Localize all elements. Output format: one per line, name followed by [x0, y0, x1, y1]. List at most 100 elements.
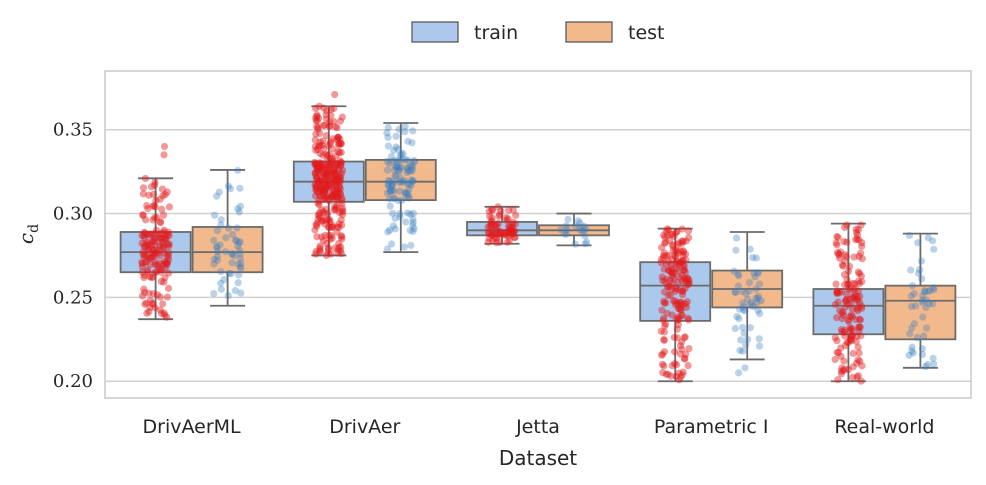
strip-point-train: [335, 220, 343, 228]
strip-point-train: [326, 160, 334, 168]
strip-point-train: [674, 300, 683, 308]
strip-point-test: [401, 122, 409, 130]
strip-point-train: [324, 162, 333, 170]
strip-point-train: [327, 161, 335, 170]
strip-point-train: [315, 163, 323, 171]
strip-point-train: [674, 316, 682, 324]
strip-point-train: [662, 227, 670, 235]
strip-point-train: [321, 210, 329, 218]
strip-point-train: [334, 249, 342, 257]
strip-point-train: [668, 279, 676, 287]
strip-point-train: [159, 244, 167, 252]
strip-point-train: [329, 193, 337, 201]
strip-point-train: [511, 220, 520, 228]
strip-point-test: [383, 166, 391, 174]
strip-point-train: [316, 209, 324, 217]
strip-point-train: [662, 370, 670, 378]
strip-point-train: [505, 232, 513, 240]
strip-point-train: [326, 118, 334, 126]
strip-point-test: [582, 238, 591, 246]
strip-point-train: [334, 194, 342, 202]
strip-point-train: [685, 345, 693, 353]
strip-point-test: [406, 210, 415, 219]
strip-point-train: [165, 231, 173, 240]
strip-point-train: [319, 137, 327, 145]
strip-point-train: [512, 211, 520, 219]
strip-point-train: [338, 194, 346, 203]
strip-point-train: [141, 251, 149, 259]
strip-point-train: [312, 186, 320, 194]
strip-point-test: [386, 202, 394, 210]
strip-point-train: [138, 239, 146, 247]
strip-point-test: [224, 182, 233, 190]
strip-point-train: [312, 247, 320, 256]
strip-point-train: [314, 211, 322, 219]
strip-point-test: [908, 302, 916, 311]
strip-point-train: [141, 216, 150, 224]
strip-point-train: [857, 332, 865, 340]
strip-point-train: [330, 190, 338, 198]
strip-point-train: [150, 251, 158, 259]
strip-point-test: [235, 208, 243, 216]
strip-point-train: [660, 314, 668, 322]
strip-point-train: [658, 360, 667, 368]
strip-point-test: [391, 225, 399, 233]
strip-point-test: [404, 167, 413, 175]
strip-point-train: [150, 246, 158, 254]
strip-point-train: [844, 366, 853, 374]
strip-point-train: [858, 278, 866, 286]
strip-point-train: [311, 161, 319, 169]
strip-point-train: [488, 217, 496, 225]
strip-point-train: [319, 217, 327, 225]
strip-point-train: [332, 189, 340, 197]
strip-point-train: [678, 371, 686, 379]
box-iqr: [884, 284, 957, 341]
strip-point-train: [850, 253, 858, 261]
strip-point-train: [143, 266, 151, 274]
strip-point-train: [502, 231, 511, 239]
box-train: [639, 227, 712, 383]
strip-point-train: [333, 173, 341, 181]
strip-point-train: [338, 169, 346, 177]
strip-point-train: [854, 323, 863, 332]
strip-point-test: [217, 267, 225, 276]
strip-point-train: [164, 248, 173, 257]
strip-point-train: [156, 293, 164, 301]
strip-point-train: [145, 191, 153, 199]
strip-point-train: [329, 183, 337, 191]
strip-point-test: [409, 215, 417, 223]
strip-point-train: [666, 282, 674, 291]
strip-point-train: [677, 373, 685, 381]
strip-point-train: [325, 223, 333, 232]
strip-point-train: [327, 232, 335, 240]
strip-point-test: [928, 300, 937, 308]
strip-point-train: [508, 223, 516, 232]
strip-point-train: [312, 192, 320, 200]
strip-point-train: [334, 187, 342, 196]
strip-point-train: [330, 190, 338, 198]
strip-point-train: [851, 294, 859, 302]
strip-point-train: [668, 230, 676, 238]
strip-point-train: [848, 305, 856, 313]
strip-point-train: [315, 102, 323, 110]
box-train: [812, 222, 885, 383]
strip-point-test: [401, 176, 409, 185]
strip-point-train: [484, 238, 492, 246]
strip-point-test: [402, 191, 410, 200]
strip-point-train: [839, 366, 847, 375]
strip-point-train: [158, 265, 166, 274]
strip-point-train: [332, 178, 341, 186]
strip-point-test: [917, 257, 926, 265]
strip-point-test: [396, 213, 404, 221]
strip-point-train: [328, 222, 337, 230]
strip-point-train: [333, 228, 341, 236]
strip-point-train: [484, 223, 492, 231]
strip-point-train: [659, 369, 667, 377]
strip-point-test: [571, 222, 579, 230]
strip-point-train: [682, 303, 691, 311]
strip-point-train: [332, 176, 340, 185]
strip-point-train: [314, 215, 322, 223]
strip-point-train: [853, 359, 861, 367]
strip-point-test: [739, 323, 747, 332]
